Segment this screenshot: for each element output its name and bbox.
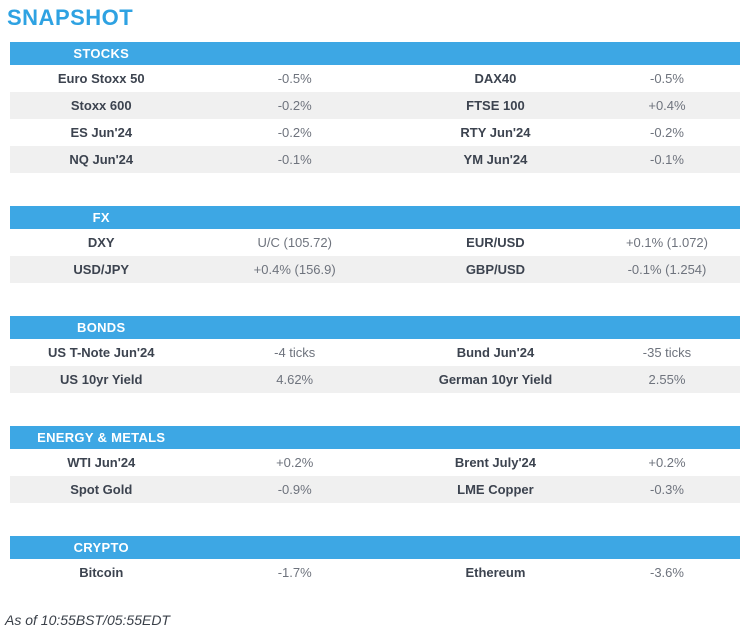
section-header-crypto: CRYPTO [10, 536, 740, 559]
table-row: US T-Note Jun'24 -4 ticks Bund Jun'24 -3… [10, 339, 740, 366]
instrument-value: +0.4% [648, 98, 686, 113]
timestamp: As of 10:55BST/05:55EDT [5, 612, 170, 628]
instrument-label: FTSE 100 [466, 98, 525, 113]
instrument-value: -0.1% [277, 152, 312, 167]
section-bonds: BONDS US T-Note Jun'24 -4 ticks Bund Jun… [10, 316, 740, 393]
section-rows: WTI Jun'24 +0.2% Brent July'24 +0.2% Spo… [10, 449, 740, 503]
section-fx: FX DXY U/C (105.72) EUR/USD +0.1% (1.072… [10, 206, 740, 283]
instrument-value: -1.7% [277, 565, 312, 580]
instrument-label: LME Copper [457, 482, 534, 497]
table-row: WTI Jun'24 +0.2% Brent July'24 +0.2% [10, 449, 740, 476]
instrument-value: -0.1% [650, 152, 684, 167]
instrument-value: -0.2% [277, 125, 312, 140]
section-title: FX [92, 210, 110, 225]
instrument-value: -0.5% [650, 71, 684, 86]
instrument-label: Bund Jun'24 [456, 345, 535, 360]
table-row: NQ Jun'24 -0.1% YM Jun'24 -0.1% [10, 146, 740, 173]
instrument-label: WTI Jun'24 [67, 455, 136, 470]
instrument-label: DAX40 [474, 71, 517, 86]
table-row: USD/JPY +0.4% (156.9) GBP/USD -0.1% (1.2… [10, 256, 740, 283]
instrument-value: -35 ticks [642, 345, 692, 360]
table-row: Euro Stoxx 50 -0.5% DAX40 -0.5% [10, 65, 740, 92]
section-title: BONDS [77, 320, 126, 335]
instrument-value: +0.4% (156.9) [253, 262, 336, 277]
instrument-label: NQ Jun'24 [69, 152, 134, 167]
instrument-label: Brent July'24 [454, 455, 536, 470]
instrument-label: YM Jun'24 [463, 152, 528, 167]
instrument-value: -0.1% (1.254) [627, 262, 707, 277]
section-header-energy-metals: ENERGY & METALS [10, 426, 740, 449]
instrument-value: 4.62% [276, 372, 314, 387]
instrument-label: Stoxx 600 [70, 98, 132, 113]
section-rows: US T-Note Jun'24 -4 ticks Bund Jun'24 -3… [10, 339, 740, 393]
section-rows: Bitcoin -1.7% Ethereum -3.6% [10, 559, 740, 586]
page-title: SNAPSHOT [7, 5, 134, 30]
instrument-label: German 10yr Yield [438, 372, 553, 387]
instrument-label: Spot Gold [70, 482, 133, 497]
section-crypto: CRYPTO Bitcoin -1.7% Ethereum -3.6% [10, 536, 740, 586]
table-row: Bitcoin -1.7% Ethereum -3.6% [10, 559, 740, 586]
instrument-value: -4 ticks [274, 345, 316, 360]
table-row: ES Jun'24 -0.2% RTY Jun'24 -0.2% [10, 119, 740, 146]
instrument-label: US 10yr Yield [60, 372, 143, 387]
section-energy-metals: ENERGY & METALS WTI Jun'24 +0.2% Brent J… [10, 426, 740, 503]
section-title: CRYPTO [73, 540, 129, 555]
instrument-value: 2.55% [648, 372, 686, 387]
instrument-value: -0.2% [650, 125, 684, 140]
instrument-label: ES Jun'24 [70, 125, 133, 140]
instrument-value: -0.3% [650, 482, 684, 497]
table-row: Spot Gold -0.9% LME Copper -0.3% [10, 476, 740, 503]
section-title: ENERGY & METALS [37, 430, 166, 445]
instrument-label: GBP/USD [465, 262, 526, 277]
instrument-value: +0.1% (1.072) [625, 235, 708, 250]
section-title: STOCKS [73, 46, 130, 61]
instrument-value: U/C (105.72) [257, 235, 332, 250]
section-stocks: STOCKS Euro Stoxx 50 -0.5% DAX40 -0.5% S… [10, 42, 740, 173]
instrument-label: RTY Jun'24 [460, 125, 531, 140]
market-tables: STOCKS Euro Stoxx 50 -0.5% DAX40 -0.5% S… [10, 42, 740, 586]
table-row: DXY U/C (105.72) EUR/USD +0.1% (1.072) [10, 229, 740, 256]
instrument-value: -3.6% [650, 565, 684, 580]
instrument-label: Euro Stoxx 50 [57, 71, 145, 86]
section-header-stocks: STOCKS [10, 42, 740, 65]
instrument-label: USD/JPY [73, 262, 130, 277]
section-rows: Euro Stoxx 50 -0.5% DAX40 -0.5% Stoxx 60… [10, 65, 740, 173]
instrument-label: Bitcoin [79, 565, 124, 580]
instrument-value: -0.9% [277, 482, 312, 497]
instrument-value: +0.2% [648, 455, 686, 470]
instrument-label: US T-Note Jun'24 [48, 345, 155, 360]
table-row: Stoxx 600 -0.2% FTSE 100 +0.4% [10, 92, 740, 119]
instrument-value: -0.5% [277, 71, 312, 86]
table-row: US 10yr Yield 4.62% German 10yr Yield 2.… [10, 366, 740, 393]
instrument-value: +0.2% [276, 455, 314, 470]
section-rows: DXY U/C (105.72) EUR/USD +0.1% (1.072) U… [10, 229, 740, 283]
instrument-value: -0.2% [277, 98, 312, 113]
instrument-label: Ethereum [465, 565, 526, 580]
section-header-bonds: BONDS [10, 316, 740, 339]
instrument-label: DXY [87, 235, 115, 250]
section-header-fx: FX [10, 206, 740, 229]
instrument-label: EUR/USD [466, 235, 525, 250]
